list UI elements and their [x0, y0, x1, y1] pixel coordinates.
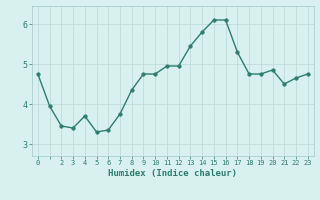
X-axis label: Humidex (Indice chaleur): Humidex (Indice chaleur)	[108, 169, 237, 178]
